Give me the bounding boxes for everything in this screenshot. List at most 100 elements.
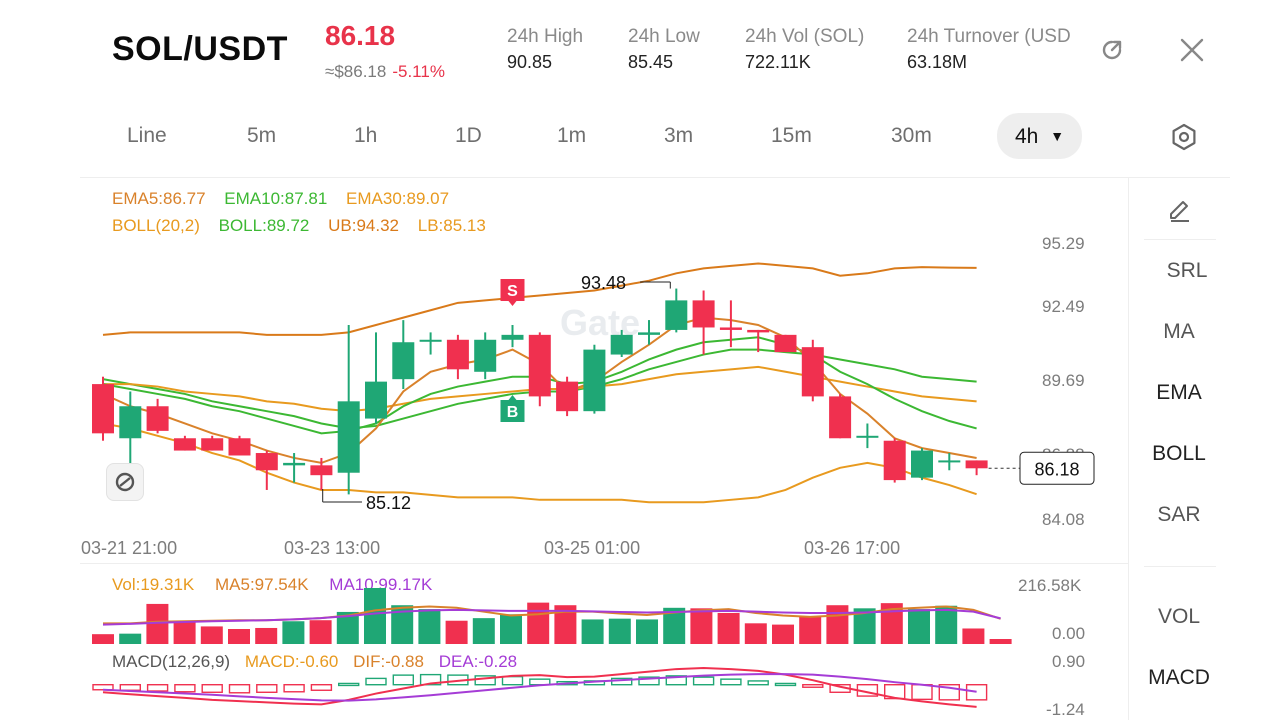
stat-value: 63.18M xyxy=(907,52,968,72)
low-price-label: 85.12 xyxy=(366,493,411,513)
ema30-label: EMA30:89.07 xyxy=(346,189,450,208)
volume-bar xyxy=(908,609,930,644)
volume-bar xyxy=(418,609,441,644)
tab-30m[interactable]: 30m xyxy=(891,124,932,147)
tab-1d[interactable]: 1D xyxy=(455,124,482,147)
volume-bar xyxy=(608,618,631,644)
volume-bar xyxy=(445,620,468,644)
approx-usd: ≈$86.18 xyxy=(325,62,387,81)
vol-ma10-line xyxy=(102,608,1001,626)
candle-body xyxy=(474,339,497,372)
macd-histogram-bar xyxy=(256,684,278,693)
volume-bar xyxy=(119,633,142,644)
tab-3m[interactable]: 3m xyxy=(664,124,694,147)
side-divider xyxy=(1144,566,1216,567)
macd-histogram-bar xyxy=(174,684,196,693)
macd-label: MACD:-0.60 xyxy=(244,652,339,671)
volume-bar xyxy=(853,608,876,644)
price-tick: 95.29 xyxy=(1042,234,1085,253)
volume-bar xyxy=(663,607,686,644)
tab-4h-dropdown[interactable]: 4h ▼ xyxy=(997,113,1083,159)
macd-tick: -1.24 xyxy=(1046,700,1085,719)
macd-histogram-bar xyxy=(692,676,715,686)
change-percent: -5.11% xyxy=(392,62,445,81)
volume-bar xyxy=(826,605,849,644)
candle-body xyxy=(719,327,742,330)
volume-bar xyxy=(554,605,577,644)
dif-label: DIF:-0.88 xyxy=(353,652,424,671)
pair-title: SOL/USDT xyxy=(112,30,288,68)
macd-histogram-bar xyxy=(92,684,114,691)
indicator-boll[interactable]: BOLL xyxy=(1152,442,1206,465)
share-button[interactable] xyxy=(1098,36,1126,64)
sell-signal-badge xyxy=(500,279,525,306)
volume-bar xyxy=(282,621,305,644)
boll-upper-band xyxy=(102,262,977,336)
stat-volume: 24h Vol (SOL) 722.11K xyxy=(745,26,864,73)
macd-histogram-bar xyxy=(911,684,933,701)
macd-tick: 0.90 xyxy=(1052,652,1086,671)
candle-body xyxy=(310,465,333,476)
macd-histogram-bar xyxy=(283,684,305,693)
lb-label: LB:85.13 xyxy=(417,216,486,235)
pane-divider xyxy=(80,563,1128,564)
candle-body xyxy=(692,300,715,328)
candle-body xyxy=(747,329,770,333)
share-icon xyxy=(1102,40,1122,60)
stat-label: 24h Turnover (USD xyxy=(907,26,1071,47)
stat-value: 90.85 xyxy=(507,52,553,72)
indicator-sar[interactable]: SAR xyxy=(1157,503,1201,526)
macd-histogram-bar xyxy=(419,673,442,686)
price-tick: 84.08 xyxy=(1042,510,1085,529)
stat-label: 24h Low xyxy=(628,26,700,47)
macd-histogram-bar xyxy=(228,684,251,694)
last-price-label: 86.18 xyxy=(1034,459,1079,479)
ema-legend: EMA5:86.77 EMA10:87.81 EMA30:89.07 xyxy=(112,189,449,209)
time-tick: 03-26 17:00 xyxy=(804,538,901,558)
volume-bar xyxy=(228,629,250,644)
close-button[interactable] xyxy=(1178,36,1206,64)
candle-body xyxy=(419,339,442,342)
tab-15m[interactable]: 15m xyxy=(771,124,812,147)
indicator-srl[interactable]: SRL xyxy=(1166,259,1208,282)
vol-ma5-label: MA5:97.54K xyxy=(214,575,309,594)
candle-body xyxy=(146,406,169,431)
dea-label: DEA:-0.28 xyxy=(438,652,518,671)
candle-body xyxy=(92,384,114,434)
candle-body xyxy=(446,339,469,370)
side-divider xyxy=(1144,239,1216,240)
ub-label: UB:94.32 xyxy=(328,216,399,235)
candle-body xyxy=(283,462,306,466)
volume-bar xyxy=(200,626,223,644)
tab-5m[interactable]: 5m xyxy=(247,124,277,147)
candle-body xyxy=(938,460,961,463)
indicator-ma[interactable]: MA xyxy=(1163,320,1195,343)
candle-body xyxy=(228,438,251,456)
boll-param-label: BOLL(20,2) xyxy=(112,216,200,235)
indicator-ema[interactable]: EMA xyxy=(1156,381,1202,404)
tab-line[interactable]: Line xyxy=(127,124,167,147)
high-price-label: 93.48 xyxy=(581,273,626,293)
boll-label: BOLL:89.72 xyxy=(218,216,310,235)
edit-button[interactable] xyxy=(1164,194,1196,226)
indicator-vol[interactable]: VOL xyxy=(1157,605,1201,628)
indicator-macd[interactable]: MACD xyxy=(1148,666,1210,689)
volume-bar xyxy=(472,618,495,644)
volume-bar xyxy=(255,627,278,644)
vol-tick: 0.00 xyxy=(1052,624,1086,643)
candle-body xyxy=(528,334,551,397)
macd-histogram-bar xyxy=(665,675,687,686)
candle-body xyxy=(201,438,224,451)
settings-button[interactable] xyxy=(1170,123,1198,151)
sell-signal-label: S xyxy=(507,283,518,300)
tab-1h[interactable]: 1h xyxy=(354,124,378,147)
macd-histogram-bar xyxy=(338,682,360,687)
drawing-tool-button[interactable] xyxy=(106,463,144,501)
buy-signal-badge xyxy=(500,395,525,422)
candle-body xyxy=(883,440,906,481)
macd-histogram-bar xyxy=(747,680,769,686)
side-divider xyxy=(1128,177,1129,720)
tab-1m[interactable]: 1m xyxy=(557,124,587,147)
hexagon-settings-icon xyxy=(1172,123,1196,151)
